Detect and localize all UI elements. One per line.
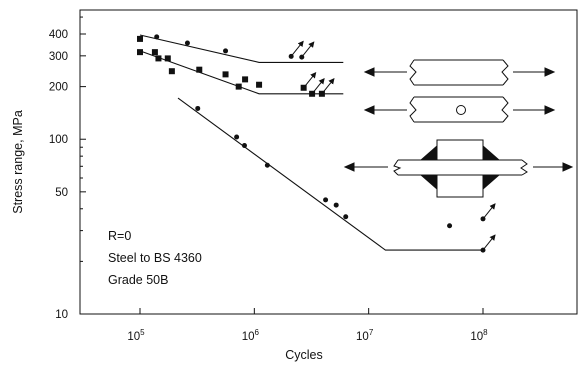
data-point-square	[242, 76, 249, 83]
y-tick-label: 300	[49, 51, 68, 63]
data-point-circle	[323, 197, 329, 203]
runout-arrow	[301, 41, 315, 58]
data-point-square	[137, 49, 143, 56]
y-tick-label: 50	[55, 187, 68, 199]
x-tick-label: 106	[242, 328, 260, 343]
x-tick-base: 10	[127, 331, 140, 343]
fit-line-series-1	[139, 34, 344, 63]
y-axis-label: Stress range, MPa	[11, 110, 25, 214]
data-point-square	[168, 68, 175, 75]
annotation-steel: Steel to BS 4360	[108, 251, 202, 265]
data-point-circle	[195, 105, 201, 111]
fit-line-series-2	[139, 50, 344, 95]
y-tick-label: 200	[49, 82, 68, 94]
y-tick-label: 100	[49, 134, 68, 146]
data-point-circle	[234, 134, 240, 140]
x-tick-label: 105	[127, 328, 145, 343]
y-tick-label: 10	[55, 309, 68, 321]
data-point-circle	[241, 143, 247, 149]
data-point-square	[196, 66, 203, 73]
runout-arrow	[311, 77, 325, 95]
x-tick-exponent: 6	[255, 328, 260, 337]
x-tick-base: 10	[470, 331, 483, 343]
data-point-circle	[264, 162, 270, 168]
data-point-square	[222, 71, 229, 78]
annotation-grade: Grade 50B	[108, 273, 168, 287]
x-tick-base: 10	[242, 331, 255, 343]
x-tick-label: 108	[470, 328, 488, 343]
data-point-square	[155, 55, 162, 62]
data-point-circle	[343, 214, 349, 220]
x-tick-exponent: 7	[369, 328, 374, 337]
runout-arrow	[290, 40, 304, 57]
x-tick-exponent: 8	[483, 328, 488, 337]
x-tick-label: 107	[356, 328, 374, 343]
runout-arrow	[482, 234, 496, 251]
plot-frame	[79, 9, 578, 315]
data-point-square	[256, 81, 263, 88]
data-point-circle	[447, 223, 453, 229]
fit-line-series-3	[177, 97, 483, 251]
x-tick-base: 10	[356, 331, 369, 343]
specimen-plain-plate-icon	[363, 59, 556, 86]
runout-arrow	[321, 77, 335, 95]
x-axis-label: Cycles	[285, 348, 323, 362]
specimen-cruciform-icon	[343, 139, 574, 198]
fit-lines	[139, 34, 483, 251]
data-point-circle	[184, 40, 190, 46]
data-point-square	[151, 49, 158, 56]
data-point-circle	[223, 48, 229, 54]
annotation-ratio: R=0	[108, 229, 131, 243]
runout-arrow	[303, 71, 317, 89]
runout-arrow	[482, 203, 496, 220]
specimen-hole-plate-icon	[363, 96, 556, 123]
data-point-circle	[154, 34, 160, 40]
data-point-circle	[333, 202, 339, 208]
x-tick-exponent: 5	[140, 328, 145, 337]
data-point-square	[164, 55, 171, 62]
data-point-square	[235, 83, 242, 90]
data-point-square	[137, 35, 143, 42]
runout-arrows	[290, 40, 496, 251]
data-points	[137, 34, 486, 253]
y-tick-label: 400	[49, 29, 68, 41]
